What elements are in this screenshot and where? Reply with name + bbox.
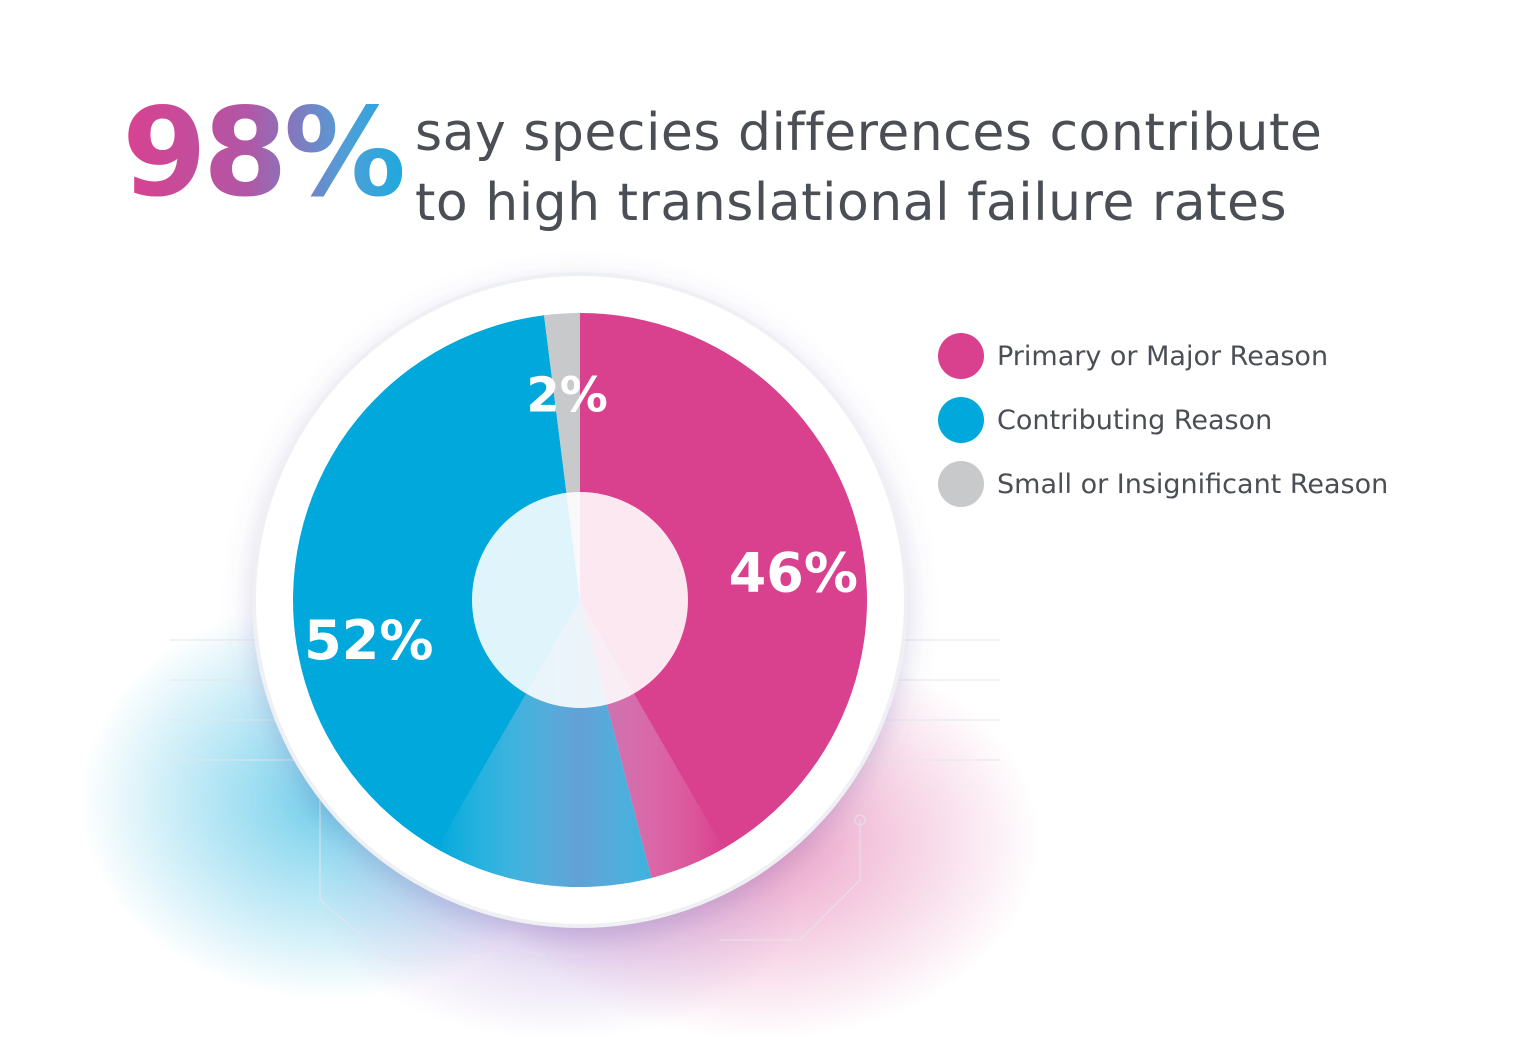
legend-swatch-primary: [938, 333, 984, 379]
legend-label-contributing: Contributing Reason: [997, 404, 1273, 436]
headline-percentage: 98%: [122, 82, 406, 224]
legend-item-small: Small or Insignificant Reason: [938, 461, 1388, 507]
legend-item-primary: Primary or Major Reason: [938, 333, 1388, 379]
legend: Primary or Major Reason Contributing Reas…: [938, 333, 1388, 525]
slice-blend-overlay: [436, 600, 724, 887]
legend-swatch-small: [938, 461, 984, 507]
legend-item-contributing: Contributing Reason: [938, 397, 1388, 443]
legend-label-small: Small or Insignificant Reason: [997, 468, 1389, 500]
slice-labels: 46% 52% 2%: [304, 367, 858, 671]
headline-line-2: to high translational failure rates: [415, 173, 1288, 233]
slice-label-contributing: 52%: [304, 609, 433, 672]
legend-label-primary: Primary or Major Reason: [997, 340, 1329, 372]
legend-swatch-contributing: [938, 397, 984, 443]
slice-label-primary: 46%: [729, 542, 858, 605]
slice-label-small: 2%: [526, 367, 608, 423]
headline-line-1: say species differences contribute: [415, 103, 1323, 163]
headline: 98% say species differences contribute t…: [0, 0, 1536, 260]
headline-text: say species differences contribute to hi…: [415, 98, 1322, 238]
donut-hole: [472, 492, 688, 708]
